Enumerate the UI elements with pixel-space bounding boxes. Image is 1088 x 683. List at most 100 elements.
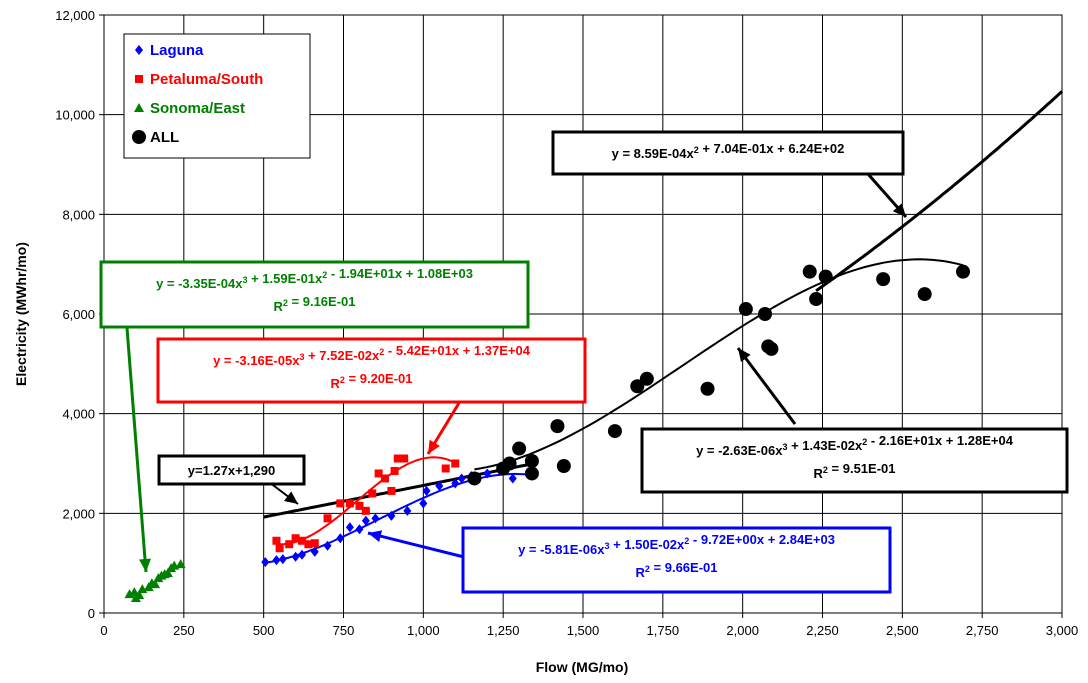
data-point-all	[630, 379, 645, 394]
data-point-all	[809, 292, 824, 307]
data-point-laguna	[361, 515, 370, 526]
annotation-arrow-head	[738, 348, 751, 362]
y-axis-label: Electricity (MWhr/mo)	[13, 242, 29, 386]
data-point-laguna	[345, 522, 354, 533]
data-point-laguna	[272, 555, 281, 566]
equation-box-all-cubic: y = -2.63E-06x3 + 1.43E-02x2 - 2.16E+01x…	[640, 427, 1069, 494]
data-point-all	[524, 454, 539, 469]
data-point-all	[738, 302, 753, 317]
annotation-arrow-line	[367, 531, 481, 563]
data-point-laguna	[310, 546, 319, 557]
legend-box	[123, 33, 311, 159]
data-point-all	[876, 272, 891, 287]
axis-ticks: 0 250 500 750 1,000 1,250 1,500 1,750 2,000 2,250…	[55, 8, 1078, 638]
y-tick-label: 2,000	[62, 506, 95, 521]
equation-annotations: y = 8.59E-04x2 + 7.04E-01x + 6.24E+02 y =…	[99, 130, 1069, 594]
data-point-all	[917, 287, 932, 302]
equation-text: y = -3.16E-05x3 + 7.52E-02x2 - 5.42E+01x…	[213, 343, 531, 368]
legend-label-petaluma-south: Petaluma/South	[150, 71, 263, 88]
data-point-laguna	[403, 505, 412, 516]
data-point-laguna	[451, 478, 460, 489]
data-point-petaluma-south	[393, 454, 402, 463]
y-tick-label: 10,000	[55, 108, 95, 123]
r-squared-text: R2 = 9.16E-01	[274, 294, 356, 314]
data-point-petaluma-south	[387, 486, 396, 495]
data-point-laguna	[387, 510, 396, 521]
annotation-arrows	[125, 173, 908, 573]
data-point-petaluma-south	[304, 540, 313, 549]
data-point-petaluma-south	[361, 506, 370, 515]
data-point-laguna	[261, 557, 270, 568]
annotation-arrow-head	[892, 203, 906, 217]
r-squared-text: R2 = 9.66E-01	[636, 560, 718, 580]
x-tick-label: 1,000	[407, 623, 440, 638]
data-point-petaluma-south	[451, 459, 460, 468]
trendline-all-linear	[263, 461, 539, 519]
equation-box-all-quadratic: y = 8.59E-04x2 + 7.04E-01x + 6.24E+02	[551, 130, 905, 176]
x-tick-label: 1,500	[567, 623, 600, 638]
equation-box-petaluma: y = -3.16E-05x3 + 7.52E-02x2 - 5.42E+01x…	[156, 337, 587, 404]
data-point-petaluma-south	[291, 534, 300, 543]
data-point-all	[700, 381, 715, 396]
data-point-sonoma-east	[150, 579, 161, 589]
y-tick-label: 8,000	[62, 207, 95, 222]
data-point-laguna	[422, 485, 431, 496]
equation-box-sonoma: y = -3.35E-04x3 + 1.59E-01x2 - 1.94E+01x…	[99, 260, 530, 329]
x-tick-label: 2,750	[966, 623, 999, 638]
data-point-petaluma-south	[336, 499, 345, 508]
equation-text: y=1.27x+1,290	[188, 463, 275, 478]
x-tick-label: 2,250	[806, 623, 839, 638]
data-point-petaluma-south	[272, 536, 281, 545]
data-point-petaluma-south	[285, 540, 294, 549]
x-tick-label: 250	[173, 623, 195, 638]
data-point-petaluma-south	[368, 489, 377, 498]
trendline-all-poly2	[815, 90, 1064, 293]
legend-label-all: ALL	[150, 129, 179, 146]
data-point-laguna	[291, 551, 300, 562]
data-point-laguna	[278, 554, 287, 565]
x-tick-label: 3,000	[1046, 623, 1079, 638]
annotation-arrow-head	[139, 558, 151, 572]
data-point-laguna	[419, 498, 428, 509]
annotation-arrow-line	[736, 347, 797, 425]
equation-text: y = -5.81E-06x3 + 1.50E-02x2 - 9.72E+00x…	[518, 532, 835, 557]
data-point-petaluma-south	[345, 499, 354, 508]
legend: Laguna Petaluma/South Sonoma/East ALL	[123, 33, 311, 159]
equation-text: y = -3.35E-04x3 + 1.59E-01x2 - 1.94E+01x…	[156, 266, 473, 291]
y-tick-label: 0	[88, 606, 95, 621]
data-point-petaluma-south	[441, 464, 450, 473]
data-point-petaluma-south	[390, 466, 399, 475]
data-point-sonoma-east	[162, 568, 173, 578]
data-point-laguna	[483, 468, 492, 479]
data-point-laguna	[297, 549, 306, 560]
trendlines	[263, 90, 1064, 564]
data-point-all	[467, 471, 482, 486]
data-point-petaluma-south	[323, 514, 332, 523]
trendline-laguna-poly3	[265, 472, 539, 564]
legend-marker-laguna	[135, 45, 143, 55]
data-point-laguna	[508, 473, 517, 484]
data-point-petaluma-south	[374, 469, 383, 478]
equation-box-all-linear: y=1.27x+1,290	[157, 454, 306, 486]
data-point-petaluma-south	[355, 501, 364, 510]
legend-marker-petaluma-south	[135, 75, 143, 83]
annotation-arrow-head	[428, 439, 440, 454]
legend-marker-all	[132, 130, 146, 144]
legend-marker-sonoma-east	[134, 103, 144, 112]
data-point-sonoma-east	[129, 587, 140, 597]
x-tick-label: 1,750	[647, 623, 680, 638]
annotation-arrow-head	[284, 491, 298, 504]
data-point-all	[550, 419, 565, 434]
annotation-arrow-head	[368, 530, 383, 542]
y-tick-label: 4,000	[62, 407, 95, 422]
data-point-all	[956, 264, 971, 279]
data-point-petaluma-south	[297, 536, 306, 545]
x-tick-label: 500	[253, 623, 275, 638]
trendline-petaluma-south-poly3	[279, 456, 456, 546]
data-point-laguna	[355, 524, 364, 535]
data-point-petaluma-south	[400, 454, 409, 463]
data-point-all	[524, 466, 539, 481]
data-point-laguna	[323, 540, 332, 551]
data-point-all	[512, 441, 527, 456]
